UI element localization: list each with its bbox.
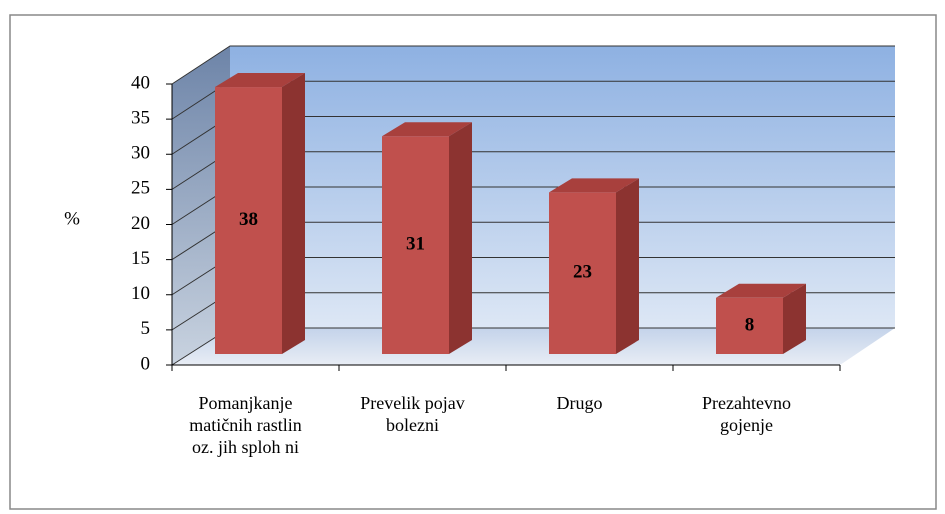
bar: 38 (215, 73, 305, 355)
x-tick-label: Prevelik pojav bolezni (360, 393, 465, 435)
bar-side (616, 178, 639, 354)
x-tick-label: Pomanjkanje matičnih rastlin oz. jih spl… (189, 393, 302, 457)
bar-top (215, 73, 305, 88)
bar: 31 (382, 122, 472, 354)
bar: 23 (549, 178, 639, 354)
bar-top (549, 178, 639, 193)
y-tick-label: 10 (131, 283, 150, 304)
bar-front (716, 297, 783, 354)
value-label: 8 (745, 314, 755, 335)
y-tick-label: 30 (131, 143, 150, 164)
bar-front (549, 192, 616, 354)
y-axis-label: % (64, 208, 80, 229)
bar-side (783, 283, 806, 354)
y-tick-label: 15 (131, 248, 150, 269)
value-label: 31 (406, 233, 425, 254)
x-tick-label: Prezahtevno gojenje (702, 393, 791, 435)
grid-line (171, 45, 895, 85)
y-tick-label: 0 (141, 353, 151, 374)
bar: 8 (716, 283, 806, 354)
plot-border (9, 14, 937, 510)
bar-side (282, 73, 305, 355)
floor (172, 328, 895, 365)
bar-top (382, 122, 472, 137)
bar-side (449, 122, 472, 354)
value-label: 23 (573, 262, 592, 283)
y-tick-label: 35 (131, 107, 150, 128)
y-tick-label: 5 (141, 318, 151, 339)
x-tick-label: Drugo (556, 393, 603, 413)
bar-top (716, 283, 806, 298)
y-tick-label: 40 (131, 72, 150, 93)
y-tick-label: 25 (131, 178, 150, 199)
bar-front (382, 136, 449, 354)
y-tick-label: 20 (131, 213, 150, 234)
bar-front (215, 87, 282, 355)
value-label: 38 (239, 209, 258, 230)
